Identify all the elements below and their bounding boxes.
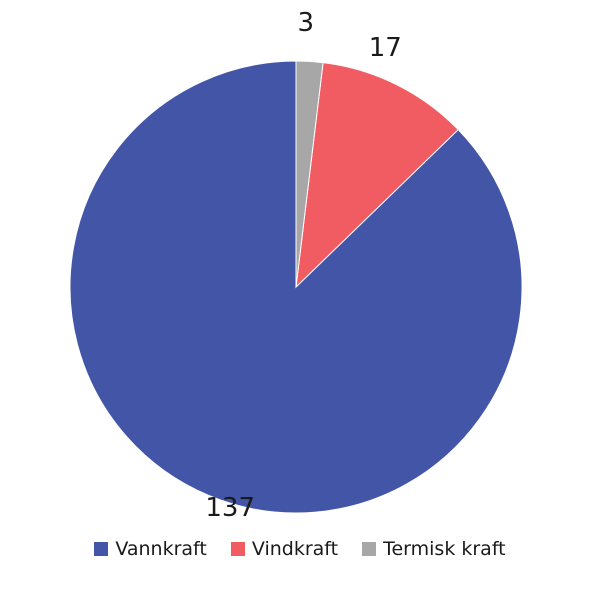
data-label-vindkraft: 17 [369, 33, 402, 63]
legend: Vannkraft Vindkraft Termisk kraft [0, 536, 600, 562]
data-label-vannkraft: 137 [205, 493, 255, 523]
legend-label-vindkraft: Vindkraft [251, 538, 339, 560]
legend-swatch-termisk-kraft [362, 542, 377, 556]
legend-item-termisk-kraft: Termisk kraft [362, 538, 506, 560]
legend-item-vannkraft: Vannkraft [94, 538, 207, 560]
pie-slice-termisk-kraft [295, 60, 324, 288]
legend-swatch-vannkraft [94, 542, 109, 556]
pie-slices [69, 60, 523, 514]
pie-slice-vindkraft [295, 62, 459, 289]
legend-swatch-vindkraft [230, 542, 245, 556]
pie-data-labels: 137 17 3 [205, 8, 401, 523]
legend-label-vannkraft: Vannkraft [115, 538, 207, 560]
legend-label-termisk-kraft: Termisk kraft [383, 538, 506, 560]
legend-item-vindkraft: Vindkraft [230, 538, 339, 560]
data-label-termisk-kraft: 3 [298, 8, 315, 38]
